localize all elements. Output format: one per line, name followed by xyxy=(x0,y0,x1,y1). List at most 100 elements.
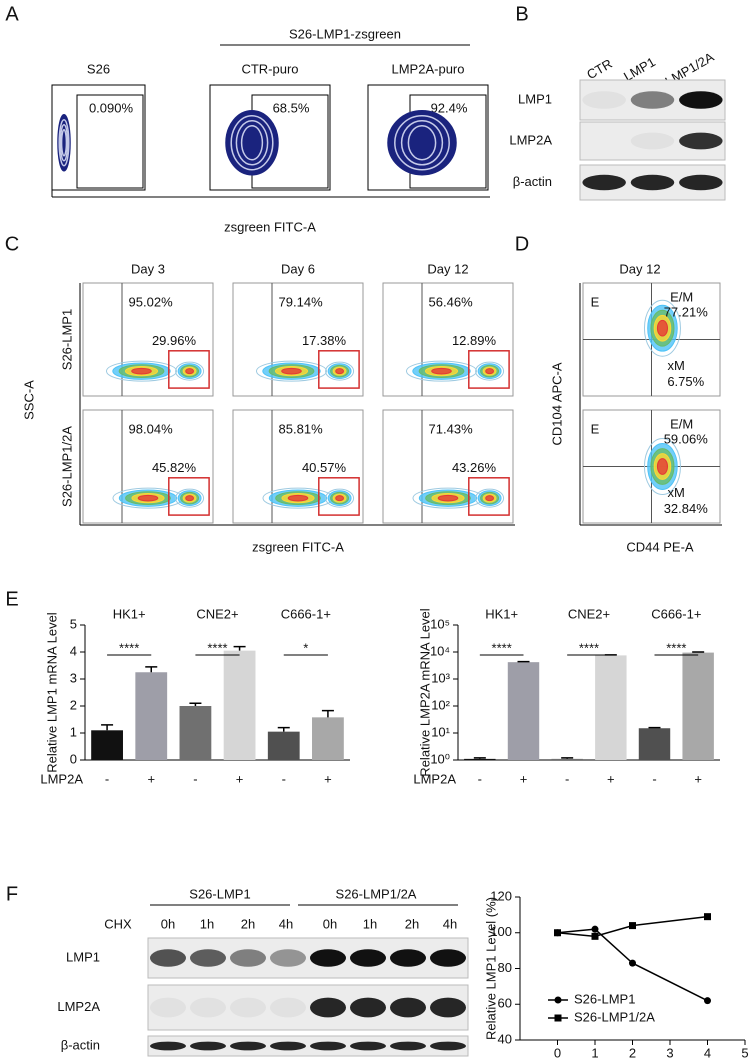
quadrant-value: 32.84% xyxy=(664,501,709,516)
legend-label: S26-LMP1 xyxy=(574,991,635,1006)
band xyxy=(270,1042,306,1051)
band xyxy=(150,1042,186,1051)
x-tick-label: - xyxy=(282,771,286,786)
group-label: S26-LMP1 xyxy=(189,886,250,901)
y-tick-label: 2 xyxy=(70,697,77,712)
band xyxy=(679,91,723,109)
x-tick-label: 1 xyxy=(591,1045,598,1059)
marker xyxy=(629,922,636,929)
column-title: Day 12 xyxy=(427,261,468,276)
plot-title: S26 xyxy=(87,61,110,76)
timepoint-label: 4h xyxy=(279,916,293,931)
significance: **** xyxy=(492,640,512,655)
timepoint-label: 1h xyxy=(200,916,214,931)
bar xyxy=(595,655,626,760)
error-bar xyxy=(189,703,201,706)
gate-value: 95.02% xyxy=(129,294,174,309)
plot-title: CTR-puro xyxy=(241,61,298,76)
row-label: LMP2A xyxy=(509,132,552,147)
significance: **** xyxy=(666,640,686,655)
x-tick-label: - xyxy=(105,771,109,786)
x-row-label: LMP2A xyxy=(40,771,83,786)
timepoint-label: 4h xyxy=(443,916,457,931)
y-tick-label: 10¹ xyxy=(431,724,450,739)
y-tick-label: 10³ xyxy=(431,670,450,685)
contour xyxy=(288,495,308,501)
y-tick-label: 80 xyxy=(498,960,512,975)
y-tick-label: 60 xyxy=(498,996,512,1011)
band xyxy=(582,91,626,109)
gate-value: 43.26% xyxy=(452,460,497,475)
row-label: LMP1 xyxy=(518,91,552,106)
error-bar xyxy=(692,652,704,653)
marker xyxy=(704,997,711,1004)
marker xyxy=(704,913,711,920)
band xyxy=(230,998,266,1018)
band xyxy=(390,998,426,1018)
row-label: LMP1 xyxy=(66,949,100,964)
band xyxy=(190,949,226,967)
legend-label: S26-LMP1/2A xyxy=(574,1009,655,1024)
gate-value: 45.82% xyxy=(152,460,197,475)
band xyxy=(350,1042,386,1051)
gate-value: 68.5% xyxy=(273,100,310,115)
axis-label: zsgreen FITC-A xyxy=(224,219,316,234)
band xyxy=(270,949,306,967)
group-label: CNE2+ xyxy=(568,606,610,621)
quadrant-label: E xyxy=(591,294,600,309)
band xyxy=(430,949,466,967)
x-tick-label: + xyxy=(324,771,332,786)
column-title: Day 6 xyxy=(281,261,315,276)
row-label: β-actin xyxy=(61,1037,100,1052)
band xyxy=(190,998,226,1018)
band xyxy=(679,133,723,150)
x-tick-label: + xyxy=(236,771,244,786)
error-bar xyxy=(474,758,486,759)
quadrant-label: xM xyxy=(667,358,684,373)
row-label: S26-LMP1/2A xyxy=(59,426,74,507)
timepoint-label: 0h xyxy=(323,916,337,931)
band xyxy=(150,949,186,967)
y-tick-label: 10⁰ xyxy=(430,751,450,766)
axis-label: Relative LMP1 mRNA Level xyxy=(44,612,59,773)
quadrant-value: 77.21% xyxy=(664,304,709,319)
y-tick-label: 10⁴ xyxy=(430,643,450,658)
bar xyxy=(639,728,670,760)
band xyxy=(631,175,675,190)
x-tick-label: - xyxy=(652,771,656,786)
y-tick-label: 40 xyxy=(498,1031,512,1046)
gate-value: 98.04% xyxy=(129,421,174,436)
gate-value: 79.14% xyxy=(279,294,324,309)
y-tick-label: 10² xyxy=(431,697,450,712)
contour xyxy=(486,369,494,374)
band xyxy=(631,91,675,109)
bar xyxy=(312,717,344,760)
quadrant-label: E/M xyxy=(670,289,693,304)
x-tick-label: - xyxy=(478,771,482,786)
x-row-label: LMP2A xyxy=(413,771,456,786)
group-label: CNE2+ xyxy=(196,606,238,621)
band xyxy=(631,133,675,150)
band xyxy=(430,1042,466,1051)
group-label: S26-LMP1/2A xyxy=(336,886,417,901)
quadrant-label: xM xyxy=(667,485,684,500)
bar xyxy=(135,672,167,760)
axis-label: SSC-A xyxy=(21,380,36,420)
bar xyxy=(224,651,256,760)
marker xyxy=(592,926,599,933)
significance: **** xyxy=(119,640,139,655)
contour xyxy=(186,369,194,374)
group-label: C666-1+ xyxy=(651,606,701,621)
contour xyxy=(438,495,458,501)
error-bar xyxy=(649,728,661,729)
panel-label: E xyxy=(5,588,18,610)
bar xyxy=(682,653,713,760)
timepoint-label: 2h xyxy=(241,916,255,931)
contour xyxy=(186,496,194,501)
gate-value: 56.46% xyxy=(429,294,474,309)
x-tick-label: 3 xyxy=(666,1045,673,1059)
gate-value: 40.57% xyxy=(302,460,347,475)
group-label: HK1+ xyxy=(113,606,146,621)
contour xyxy=(282,368,302,374)
contour xyxy=(138,495,158,501)
